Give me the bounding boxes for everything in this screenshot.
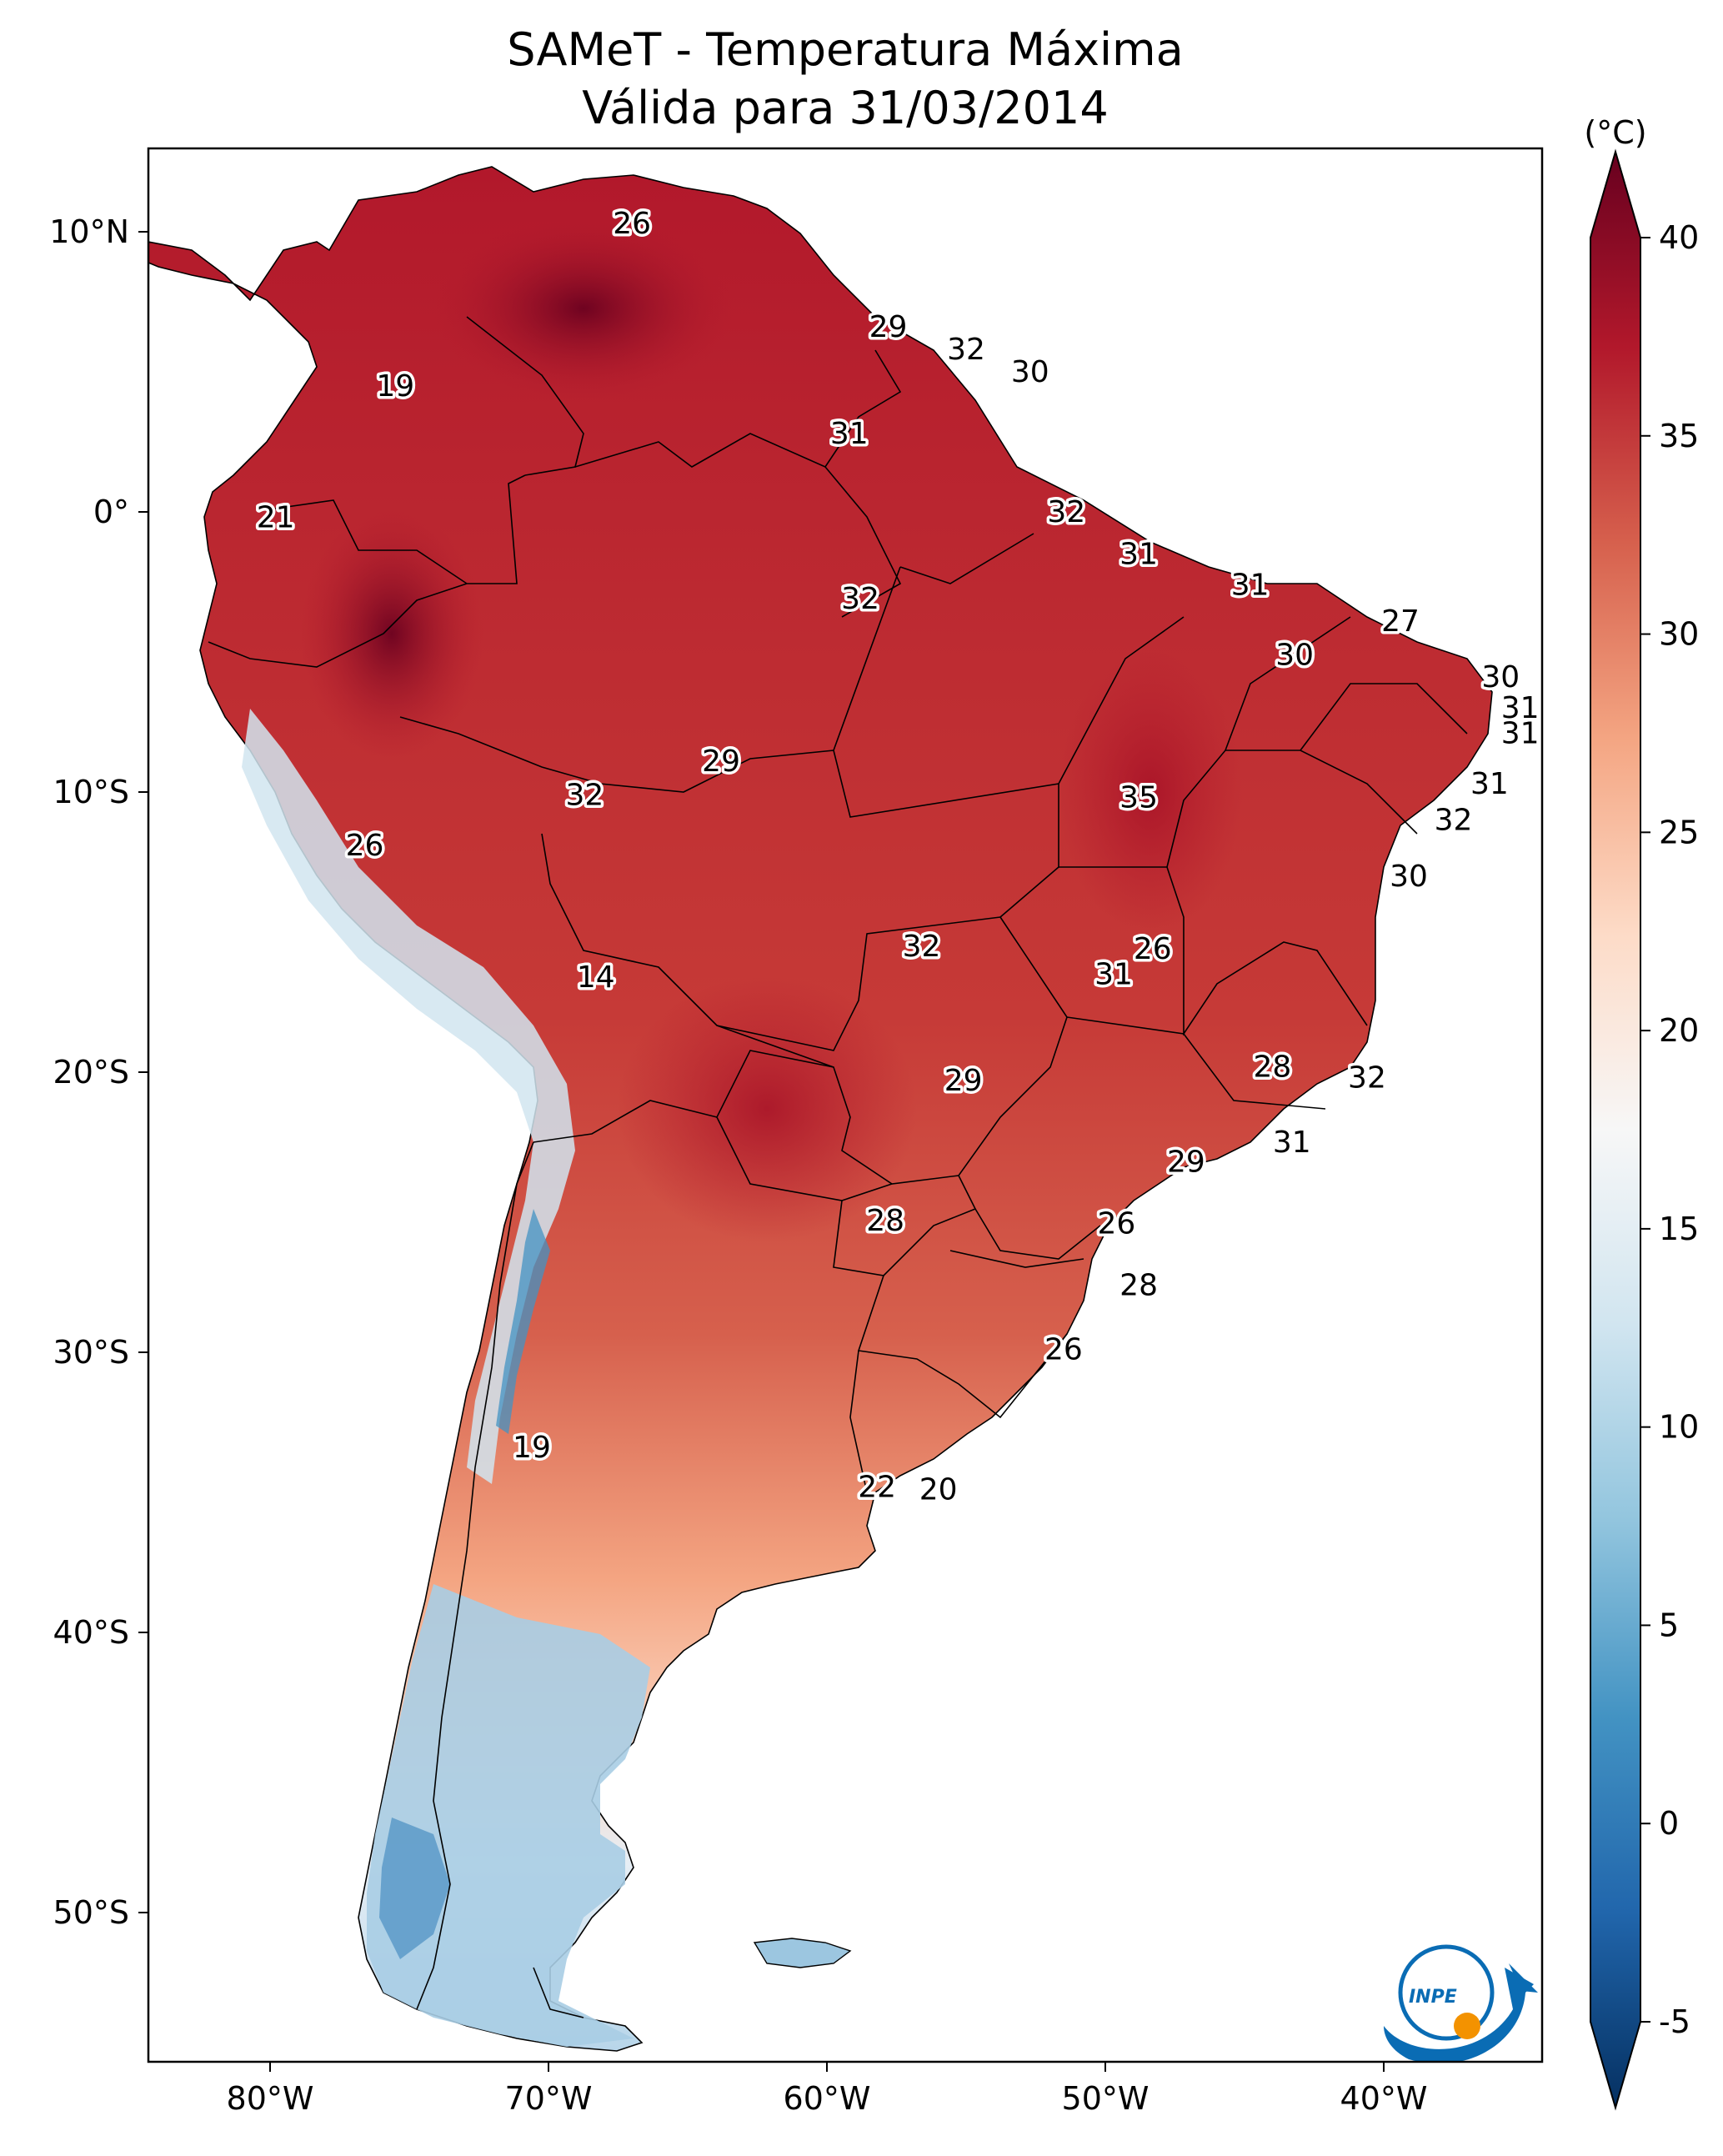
- inpe-logo-text: INPE: [1409, 1987, 1457, 2008]
- patagonia-cold-core: [379, 1818, 450, 1959]
- colorbar-tick-label: 15: [1659, 1211, 1699, 1247]
- colorbar-unit-label: (°C): [1584, 114, 1646, 151]
- colorbar-tick-label: 20: [1659, 1012, 1699, 1049]
- temperature-label: 30: [1481, 660, 1520, 694]
- temperature-label: 31: [1501, 691, 1540, 725]
- temperature-label: 29: [702, 745, 740, 779]
- temperature-label: 26: [1134, 932, 1172, 966]
- temperature-label: 32: [841, 582, 879, 616]
- inpe-logo-orbit-icon: [1398, 1944, 1495, 2041]
- temperature-label: 21: [257, 501, 295, 535]
- colorbar-tick-label: 35: [1659, 418, 1699, 454]
- temperature-label: 26: [1044, 1333, 1083, 1367]
- longitude-tick-label: 80°W: [227, 2080, 314, 2117]
- inpe-logo-sun-icon: [1454, 2013, 1480, 2039]
- colorbar-tick-label: 5: [1659, 1607, 1679, 1643]
- colorbar: (°C) 40 35 30 25 20 15 10 5 0 -5: [1584, 114, 1699, 2111]
- temperature-label: 20: [919, 1473, 958, 1507]
- temperature-label: 32: [1435, 804, 1473, 838]
- temperature-label: 32: [903, 930, 941, 964]
- latitude-tick-label: 10°S: [53, 774, 129, 810]
- political-borders: [208, 316, 1468, 2018]
- latitude-tick-label: 0°: [93, 494, 129, 530]
- temperature-label: 19: [376, 369, 414, 404]
- temperature-label: 32: [566, 778, 604, 812]
- colorbar-ticks: 40 35 30 25 20 15 10 5 0 -5: [1640, 219, 1699, 2040]
- colorbar-tick-label: 25: [1659, 814, 1699, 850]
- temperature-label: 30: [1011, 355, 1049, 389]
- temperature-label: 31: [830, 417, 869, 451]
- colorbar-tick-label: 10: [1659, 1409, 1699, 1446]
- longitude-tick-label: 70°W: [505, 2080, 593, 2117]
- longitude-tick-label: 50°W: [1062, 2080, 1150, 2117]
- temperature-label: 26: [613, 207, 651, 241]
- colorbar-tick-label: 0: [1659, 1805, 1679, 1842]
- hot-zone-llanos: [433, 217, 734, 400]
- latitude-tick-label: 40°S: [53, 1614, 129, 1651]
- hot-zone-central-brazil: [1059, 650, 1242, 934]
- temperature-label: 29: [944, 1064, 983, 1098]
- inpe-logo: INPE: [1384, 1944, 1538, 2062]
- temperature-label: 35: [1119, 781, 1158, 815]
- map-frame: [147, 147, 1544, 2063]
- longitude-tick-label: 40°W: [1340, 2080, 1428, 2117]
- longitude-axis: 80°W 70°W 60°W 50°W 40°W: [227, 2062, 1428, 2117]
- longitude-tick-label: 60°W: [784, 2080, 871, 2117]
- temperature-label: 19: [513, 1431, 551, 1465]
- latitude-tick-label: 30°S: [53, 1334, 129, 1371]
- temperature-label: 31: [1094, 957, 1133, 991]
- temperature-label: 31: [1273, 1126, 1311, 1160]
- latitude-axis: 10°N 0° 10°S 20°S 30°S 40°S 50°S: [49, 213, 148, 1931]
- temperature-label: 26: [1097, 1206, 1135, 1241]
- temperature-label: 27: [1381, 604, 1420, 639]
- colorbar-tick-label: -5: [1659, 2003, 1690, 2040]
- latitude-tick-label: 20°S: [53, 1054, 129, 1091]
- map-title-line2: Válida para 31/03/2014: [582, 82, 1108, 134]
- temperature-label: 14: [577, 960, 615, 995]
- hot-zone-western-amazon: [300, 509, 483, 759]
- map-title-line1: SAMeT - Temperatura Máxima: [507, 23, 1183, 76]
- temperature-label: 28: [1253, 1050, 1291, 1084]
- andes-cool-band: [242, 709, 575, 1484]
- temperature-label: 32: [1047, 495, 1085, 529]
- temperature-label: 32: [947, 333, 985, 367]
- temperature-label: 28: [866, 1204, 904, 1238]
- temperature-label: 29: [869, 310, 908, 344]
- patagonia-cool: [367, 1584, 650, 2047]
- andes-cold-core: [496, 1209, 550, 1434]
- temperature-label: 29: [1167, 1146, 1205, 1180]
- inpe-logo-arrow-icon: [1509, 1963, 1538, 1993]
- falkland-islands: [753, 1938, 852, 1968]
- temperature-label: 30: [1275, 638, 1314, 672]
- latitude-tick-label: 10°N: [49, 213, 129, 250]
- temperature-label: 22: [858, 1470, 896, 1504]
- hot-zone-chaco: [617, 975, 917, 1242]
- temperature-label: 31: [1231, 568, 1270, 602]
- latitude-tick-label: 50°S: [53, 1894, 129, 1931]
- colorbar-body: [1590, 148, 1641, 2111]
- inpe-logo-swoosh-icon: [1384, 1968, 1534, 2062]
- temperature-label: 31: [1119, 537, 1158, 571]
- temperature-label: 28: [1119, 1268, 1158, 1302]
- temperature-label: 31: [1501, 716, 1540, 750]
- temperature-label: 30: [1390, 860, 1428, 894]
- colorbar-tick-label: 40: [1659, 219, 1699, 256]
- temperature-label: 26: [346, 829, 384, 863]
- colorbar-tick-label: 30: [1659, 616, 1699, 653]
- temperature-label: 32: [1348, 1061, 1386, 1096]
- temperature-label: 31: [1470, 767, 1509, 801]
